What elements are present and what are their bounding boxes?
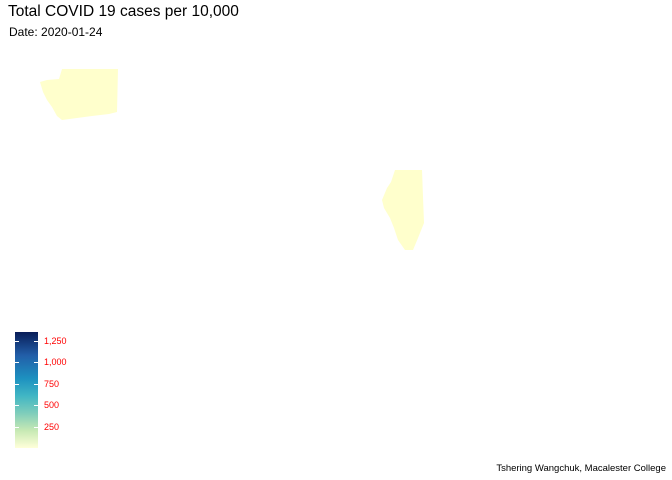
color-legend: 1,250 1,000 750 500 250 [15, 332, 75, 450]
legend-tick-label: 250 [44, 421, 60, 432]
state-washington [40, 69, 118, 120]
credit-caption: Tshering Wangchuk, Macalester College [496, 463, 666, 474]
legend-tick-label: 750 [44, 378, 60, 389]
state-illinois [382, 170, 424, 250]
legend-tick-label: 500 [44, 400, 60, 411]
legend-colorbar [15, 332, 38, 448]
legend-tick-label: 1,000 [44, 357, 67, 368]
legend-tick-label: 1,250 [44, 335, 67, 346]
map-title: Total COVID 19 cases per 10,000 [8, 3, 239, 20]
date-label: Date: 2020-01-24 [9, 25, 103, 39]
